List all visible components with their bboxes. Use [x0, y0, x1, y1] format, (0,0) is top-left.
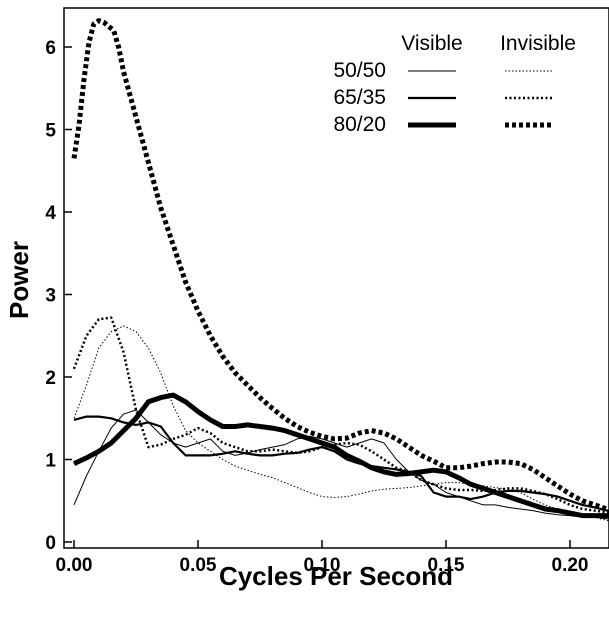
y-tick-label: 6 [45, 38, 56, 59]
y-tick-label: 0 [45, 533, 56, 554]
legend-label-50-50: 50/50 [333, 59, 386, 82]
legend-header-visible: Visible [401, 32, 462, 55]
series-line-invisible-50-50 [73, 325, 609, 522]
y-tick-label: 2 [45, 368, 56, 389]
y-tick-label: 1 [45, 451, 56, 472]
x-tick-label: 0.05 [180, 555, 217, 576]
legend-label-65-35: 65/35 [333, 86, 386, 109]
series-line-invisible-65-35 [72, 316, 609, 514]
plot-frame [63, 7, 609, 549]
series-line-visible-50-50 [73, 409, 609, 520]
series-line-invisible-80-20 [71, 18, 609, 512]
x-tick-label: 0.20 [552, 555, 589, 576]
x-tick-label: 0.00 [56, 555, 93, 576]
x-tick-label: 0.10 [304, 555, 341, 576]
series-line-visible-80-20 [72, 392, 609, 519]
legend: Visible Invisible 50/50 65/35 80/20 [333, 32, 576, 136]
x-tick-label: 0.15 [428, 555, 465, 576]
y-tick-label: 5 [45, 121, 56, 142]
y-axis-title: Power [4, 241, 34, 319]
series-line-visible-65-35 [73, 415, 609, 513]
y-tick-label: 4 [45, 203, 56, 224]
y-tick-label: 3 [45, 286, 56, 307]
legend-label-80-20: 80/20 [333, 113, 386, 136]
x-axis-title: Cycles Per Second [219, 561, 453, 591]
legend-header-invisible: Invisible [500, 32, 576, 55]
